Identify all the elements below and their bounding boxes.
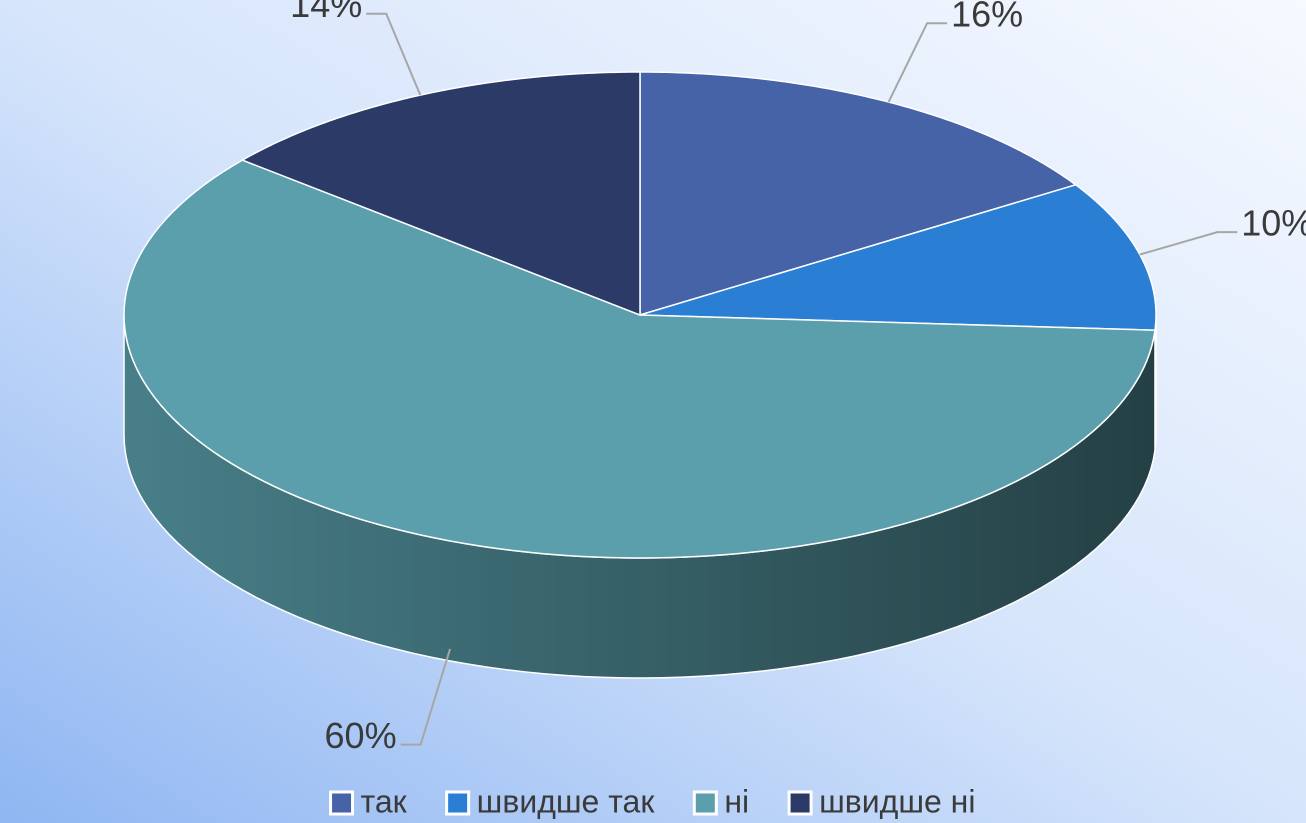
leader-line (366, 12, 422, 96)
leader-line (1139, 231, 1238, 256)
legend-label: швидше так (477, 783, 656, 819)
legend-swatch (329, 790, 355, 816)
data-label: 60% (325, 715, 397, 756)
data-label: 16% (951, 0, 1023, 35)
legend-label: швидше ні (819, 783, 975, 819)
leader-line (400, 648, 452, 746)
slice-top (123, 159, 1156, 559)
leader-line (887, 22, 948, 103)
slice-top (240, 71, 641, 317)
legend: так швидше так ні швидше ні (329, 783, 975, 819)
legend-swatch (445, 790, 471, 816)
slice (240, 71, 641, 317)
data-label: 10% (1241, 203, 1306, 244)
legend-swatch (787, 790, 813, 816)
legend-label: ні (724, 783, 749, 819)
slice (123, 159, 1156, 679)
data-label: 14% (290, 0, 362, 25)
legend-label: так (361, 783, 408, 819)
legend-swatch (692, 790, 718, 816)
